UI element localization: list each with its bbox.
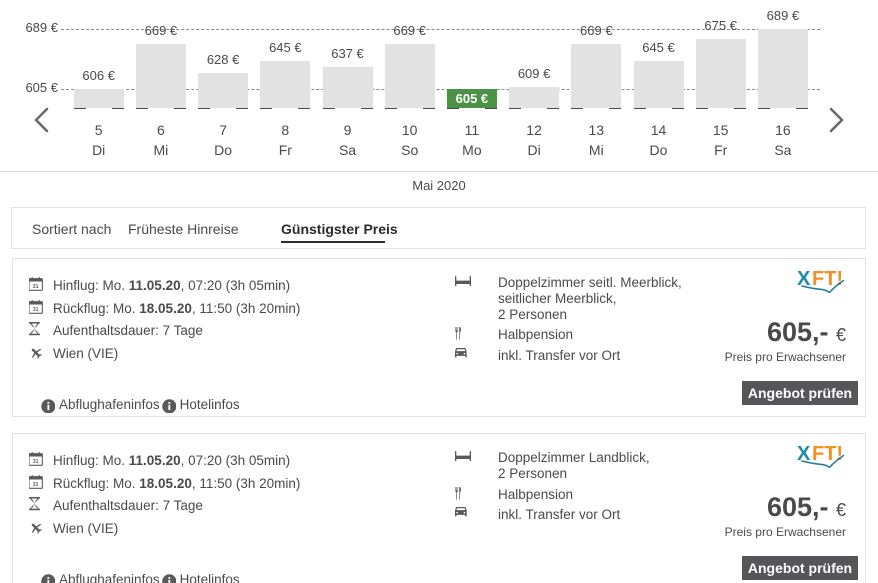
svg-text:FT!: FT! [812,268,843,290]
svg-text:FT!: FT! [812,443,843,465]
